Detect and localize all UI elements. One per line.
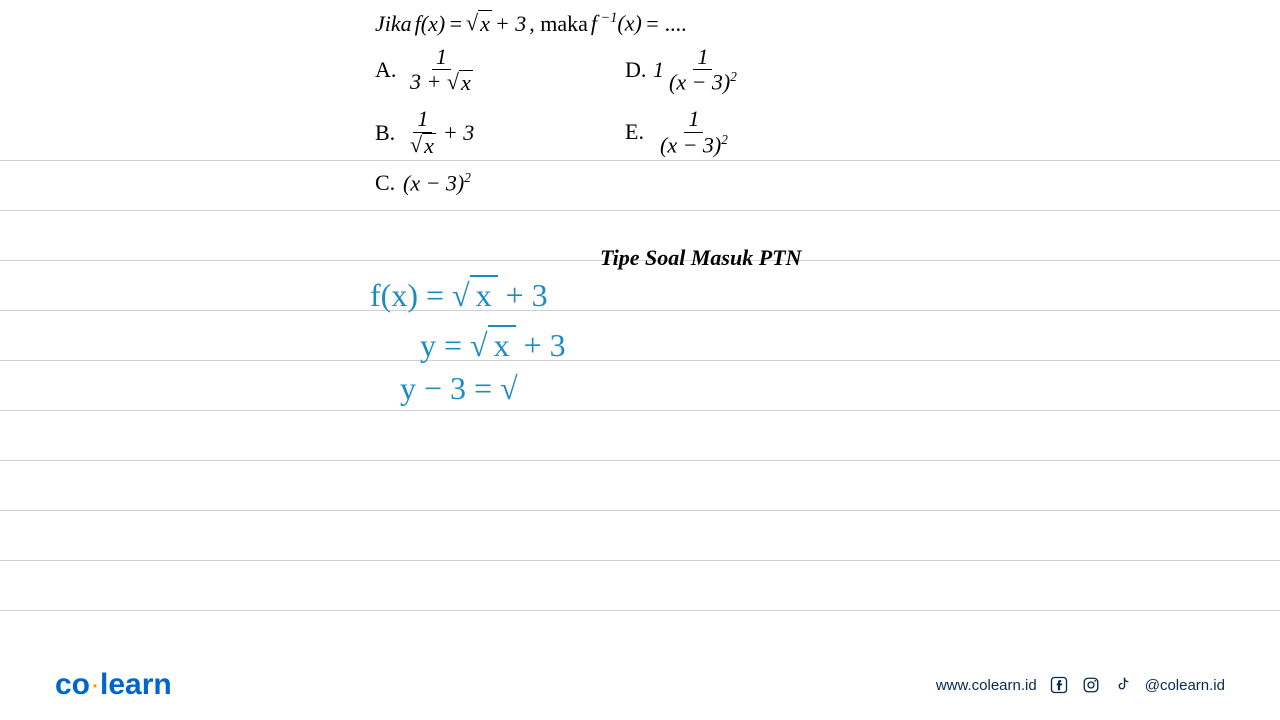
option-e-label: E. <box>625 119 653 145</box>
hw2-pre: y = <box>420 327 470 363</box>
options-row-1: A. 1 3 + √x D. 1 1 (x − 3)2 <box>375 45 935 99</box>
option-e-den: (x − 3)2 <box>656 133 732 158</box>
option-d-one: 1 <box>653 57 664 83</box>
sqrt-symbol: √ <box>466 10 478 36</box>
option-e-num: 1 <box>684 107 703 132</box>
q-finv-exp: −1 <box>597 10 617 26</box>
instagram-icon <box>1081 675 1101 695</box>
footer: co·learn www.colearn.id @colearn.id <box>0 668 1280 702</box>
facebook-icon <box>1049 675 1069 695</box>
option-a-num: 1 <box>432 45 451 70</box>
option-b-num: 1 <box>413 107 432 132</box>
options-row-3: C. (x − 3)2 <box>375 170 935 200</box>
option-a-sqrt-arg: x <box>459 70 473 95</box>
notebook-line <box>0 510 1280 511</box>
option-d-label: D. <box>625 57 653 83</box>
option-e: E. 1 (x − 3)2 <box>625 107 875 157</box>
sqrt-arg: x <box>478 10 492 37</box>
handwriting-line-2: y = √x + 3 <box>420 325 566 364</box>
option-b-sqrt: √ <box>410 133 422 157</box>
q-finv-arg: (x) <box>617 11 641 36</box>
footer-url: www.colearn.id <box>936 677 1037 694</box>
notebook-line <box>0 210 1280 211</box>
logo-learn: learn <box>100 668 172 701</box>
q-sqrt: √ x <box>466 10 492 37</box>
notebook-line <box>0 610 1280 611</box>
q-trailing: = .... <box>645 11 687 37</box>
option-d-frac: 1 (x − 3)2 <box>665 45 741 95</box>
handwriting-line-1: f(x) = √x + 3 <box>370 275 548 314</box>
handwriting-line-3: y − 3 = √ <box>400 370 518 407</box>
footer-handle: @colearn.id <box>1145 677 1225 694</box>
option-a-label: A. <box>375 57 403 83</box>
option-a-den-pre: 3 + <box>410 69 447 94</box>
question-text: Jika f(x) = √ x + 3 , maka f −1(x) = ...… <box>375 10 935 37</box>
notebook-line <box>0 560 1280 561</box>
option-d-den-exp: 2 <box>730 69 737 84</box>
option-b-label: B. <box>375 120 403 146</box>
option-a-frac: 1 3 + √x <box>406 45 477 95</box>
notebook-line <box>0 410 1280 411</box>
hw2-sqrt: √ <box>470 327 488 363</box>
option-a-sqrt: √ <box>447 70 459 94</box>
footer-right: www.colearn.id @colearn.id <box>936 675 1225 695</box>
option-b-sqrt-arg: x <box>422 133 436 158</box>
q-eq: = <box>448 11 463 37</box>
hw1-pre: f(x) = <box>370 277 452 313</box>
tipe-soal-label: Tipe Soal Masuk PTN <box>600 245 801 271</box>
q-maka: , maka <box>529 11 588 37</box>
options-row-2: B. 1 √x + 3 E. 1 (x − 3)2 <box>375 107 935 161</box>
hw1-arg: x <box>470 275 498 314</box>
option-c-pre: (x − 3) <box>403 170 464 195</box>
option-d-den-pre: (x − 3) <box>669 70 730 95</box>
logo: co·learn <box>55 668 172 702</box>
option-a: A. 1 3 + √x <box>375 45 625 95</box>
tiktok-icon <box>1113 675 1133 695</box>
hw1-post: + 3 <box>498 277 548 313</box>
notebook-line <box>0 460 1280 461</box>
option-d-num: 1 <box>693 45 712 70</box>
question-block: Jika f(x) = √ x + 3 , maka f −1(x) = ...… <box>375 10 935 200</box>
option-e-den-pre: (x − 3) <box>660 132 721 157</box>
q-plus3: + 3 <box>495 11 526 37</box>
option-d: D. 1 1 (x − 3)2 <box>625 45 875 95</box>
option-e-den-exp: 2 <box>721 132 728 147</box>
notebook-line <box>0 360 1280 361</box>
option-e-frac: 1 (x − 3)2 <box>656 107 732 157</box>
q-prefix: Jika <box>375 11 412 37</box>
logo-dot: · <box>90 668 100 701</box>
option-c: C. (x − 3)2 <box>375 170 625 196</box>
hw1-sqrt: √ <box>452 277 470 313</box>
option-a-den: 3 + √x <box>406 70 477 95</box>
hw2-arg: x <box>488 325 516 364</box>
option-b: B. 1 √x + 3 <box>375 107 625 157</box>
q-fx: f(x) <box>415 11 446 37</box>
option-c-label: C. <box>375 170 403 196</box>
q-finv: f −1(x) <box>591 10 642 36</box>
logo-co: co <box>55 668 90 701</box>
option-c-exp: 2 <box>464 170 471 185</box>
hw2-post: + 3 <box>516 327 566 363</box>
option-d-den: (x − 3)2 <box>665 70 741 95</box>
option-b-post: + 3 <box>443 120 474 146</box>
notebook-line <box>0 310 1280 311</box>
option-b-frac: 1 √x <box>406 107 440 157</box>
option-b-den: √x <box>406 133 440 158</box>
option-c-text: (x − 3)2 <box>403 170 471 196</box>
